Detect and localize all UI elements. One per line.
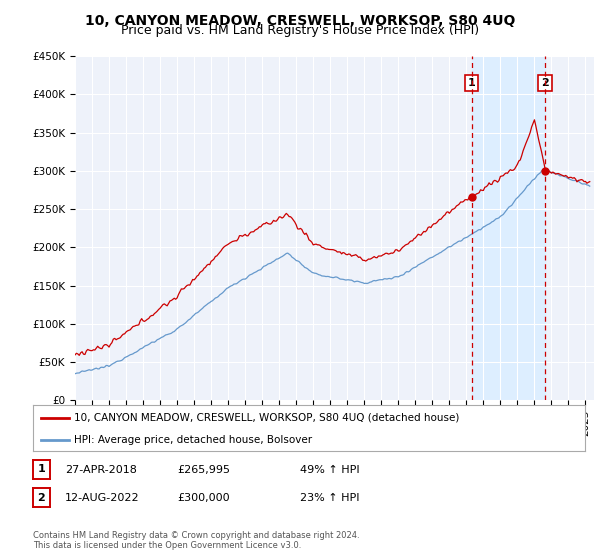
Text: Contains HM Land Registry data © Crown copyright and database right 2024.
This d: Contains HM Land Registry data © Crown c… [33,531,359,550]
Text: 10, CANYON MEADOW, CRESWELL, WORKSOP, S80 4UQ (detached house): 10, CANYON MEADOW, CRESWELL, WORKSOP, S8… [74,413,460,423]
Text: 49% ↑ HPI: 49% ↑ HPI [300,465,359,475]
Text: 2: 2 [541,78,549,88]
Bar [472,56,545,400]
Text: Price paid vs. HM Land Registry's House Price Index (HPI): Price paid vs. HM Land Registry's House … [121,24,479,37]
Text: £265,995: £265,995 [177,465,230,475]
Text: 23% ↑ HPI: 23% ↑ HPI [300,493,359,503]
Text: 27-APR-2018: 27-APR-2018 [65,465,137,475]
Text: 10, CANYON MEADOW, CRESWELL, WORKSOP, S80 4UQ: 10, CANYON MEADOW, CRESWELL, WORKSOP, S8… [85,14,515,28]
Text: 1: 1 [468,78,476,88]
Text: 2: 2 [38,493,45,503]
Text: HPI: Average price, detached house, Bolsover: HPI: Average price, detached house, Bols… [74,435,313,445]
Text: 1: 1 [38,464,45,474]
Text: £300,000: £300,000 [177,493,230,503]
Text: 12-AUG-2022: 12-AUG-2022 [65,493,139,503]
